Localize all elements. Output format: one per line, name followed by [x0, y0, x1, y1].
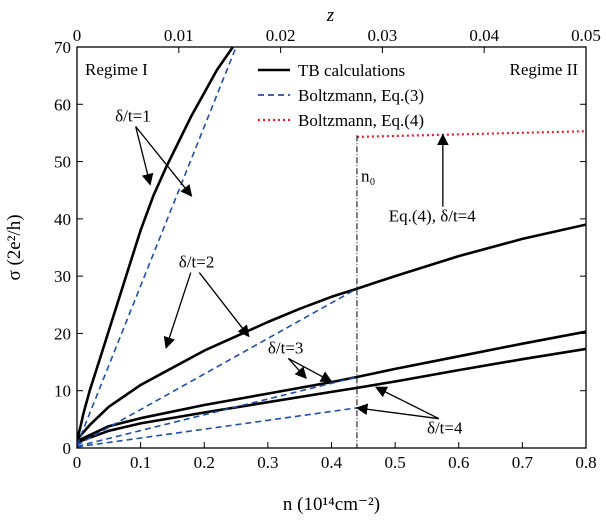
- annotation-label: δ/t=4: [427, 419, 463, 438]
- regime-1-label: Regime I: [85, 60, 148, 79]
- series-tb-line: [77, 47, 234, 440]
- x-tick-label: 0.8: [575, 453, 596, 472]
- series-tb-line: [77, 223, 586, 441]
- y-tick-label: 20: [54, 324, 71, 343]
- annotation-label: δ/t=2: [179, 253, 215, 272]
- regime-2-label: Regime II: [510, 60, 579, 79]
- annotation-arrow: [198, 272, 250, 338]
- legend: TB calculations Boltzmann, Eq.(3) Boltzman…: [258, 61, 424, 130]
- y-tick-label: 30: [54, 267, 71, 286]
- x-tick-label: 0: [73, 453, 82, 472]
- y-tick-label: 70: [54, 38, 71, 57]
- x-tick-label: 0.7: [512, 453, 534, 472]
- series-eq3-line: [77, 288, 358, 446]
- axis-layer: 0 0.1 0.2 0.3 0.4 0.5 0.6 0.7 0.8 0 0.01 0.02 0.03 0.…: [54, 26, 601, 472]
- series-tb-line: [77, 347, 586, 444]
- top-tick-label: 0.05: [571, 26, 601, 45]
- annotation-arrow: [374, 386, 440, 420]
- annotation-arrow: [135, 126, 193, 197]
- top-tick-label: 0.01: [164, 26, 194, 45]
- annotation-arrow: [355, 403, 440, 420]
- annotation-label: δ/t=3: [268, 338, 304, 357]
- x-axis-title: n (10¹⁴cm⁻²): [283, 494, 380, 515]
- series-layer: [77, 47, 586, 448]
- series-eq4-line: [356, 130, 586, 138]
- annotation-label: Eq.(4), δ/t=4: [389, 207, 477, 226]
- annotation-arrow: [287, 358, 307, 379]
- series-eq3-line: [77, 47, 237, 446]
- y-tick-label: 60: [54, 95, 71, 114]
- series-tb-line: [77, 330, 586, 443]
- legend-label: Boltzmann, Eq.(4): [298, 111, 424, 130]
- y-tick-label: 0: [63, 439, 72, 458]
- x-tick-label: 0.3: [257, 453, 278, 472]
- annotation-arrow: [135, 126, 154, 186]
- x-tick-label: 0.5: [385, 453, 406, 472]
- annotation-arrow: [288, 357, 333, 383]
- top-tick-label: 0.04: [469, 26, 499, 45]
- series-eq3-line: [77, 376, 358, 448]
- n0-marker-label: n₀: [361, 167, 376, 186]
- y-tick-label: 10: [54, 382, 71, 401]
- annotation-arrow: [163, 272, 192, 349]
- top-tick-label: 0.03: [368, 26, 398, 45]
- x-top-axis-title: z: [326, 5, 335, 26]
- top-tick-label: 0: [73, 26, 82, 45]
- legend-label: TB calculations: [298, 61, 405, 80]
- x-tick-label: 0.4: [321, 453, 343, 472]
- annotation-layer: δ/t=1 δ/t=2 δ/t=3 δ/t=4 Eq.(4), δ/t=4: [115, 106, 476, 437]
- legend-label: Boltzmann, Eq.(3): [298, 86, 424, 105]
- x-tick-label: 0.6: [448, 453, 469, 472]
- y-axis-title: σ (2e²/h): [4, 214, 25, 280]
- annotation-label: δ/t=1: [115, 106, 151, 125]
- series-eq3-line: [77, 407, 358, 448]
- x-tick-label: 0.2: [194, 453, 215, 472]
- y-tick-label: 40: [54, 210, 71, 229]
- top-tick-label: 0.02: [266, 26, 296, 45]
- x-tick-label: 0.1: [130, 453, 151, 472]
- y-tick-label: 50: [54, 153, 71, 172]
- plot-frame: [76, 46, 587, 449]
